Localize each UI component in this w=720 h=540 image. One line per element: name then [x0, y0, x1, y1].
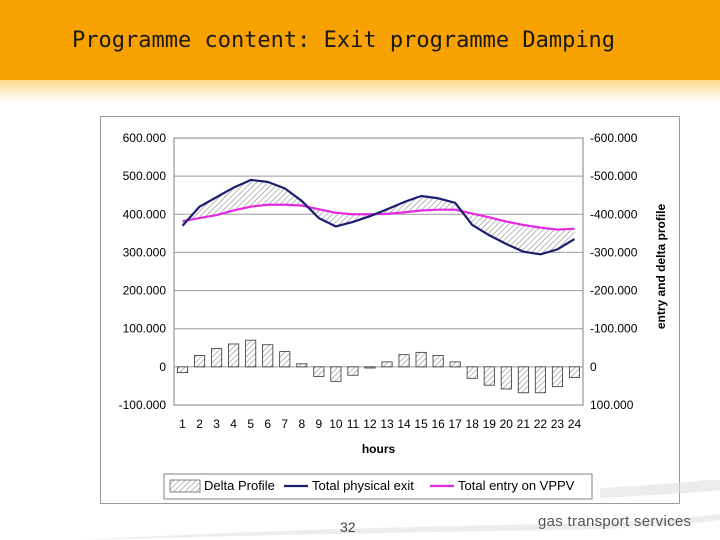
x-tick-label: 22 [534, 417, 548, 431]
y-tick-label: 400.000 [123, 207, 167, 221]
delta-bar [330, 366, 342, 382]
x-tick-label: 10 [329, 417, 343, 431]
y-tick-label: -100.000 [119, 398, 167, 412]
y-tick-label: 300.000 [123, 245, 167, 259]
x-tick-label: 2 [196, 417, 203, 431]
entry-vppv-line [182, 203, 575, 231]
x-tick-label: 7 [281, 417, 288, 431]
x-tick-label: 1 [179, 417, 186, 431]
y2-tick-label: -400.000 [590, 207, 638, 221]
legend-box [163, 473, 593, 500]
footer-swoosh [80, 480, 720, 540]
y-tick-label: 500.000 [123, 169, 167, 183]
delta-bar [398, 354, 410, 368]
x-tick-label: 16 [431, 417, 445, 431]
plot-area-border [173, 137, 584, 406]
delta-bar [313, 366, 325, 377]
x-tick-label: 9 [316, 417, 323, 431]
x-tick-label: 18 [466, 417, 480, 431]
slide-title: Programme content: Exit programme Dampin… [72, 28, 616, 53]
x-tick-label: 5 [247, 417, 254, 431]
x-tick-label: 3 [213, 417, 220, 431]
delta-bar [551, 366, 563, 388]
x-tick-label: 19 [483, 417, 497, 431]
delta-bar [177, 366, 189, 373]
chart-frame: 600.000 500.000 400.000 300.000 200.000 100.0… [100, 116, 680, 504]
delta-bar [245, 339, 257, 368]
legend-label-exit: Total physical exit [312, 478, 414, 493]
y2-tick-label: 0 [590, 360, 597, 374]
y-axis-title: exit [101, 261, 104, 282]
delta-bar [347, 366, 359, 376]
exit-damping-chart: 600.000 500.000 400.000 300.000 200.000 100.0… [101, 131, 668, 500]
delta-bar [449, 361, 461, 368]
delta-bar [296, 363, 308, 368]
delta-bar [415, 351, 427, 368]
y-tick-label: 0 [159, 360, 166, 374]
physical-exit-line [181, 178, 576, 256]
y2-tick-label: -100.000 [590, 322, 638, 336]
delta-bar [364, 366, 376, 369]
x-tick-label: 15 [414, 417, 428, 431]
x-tick-label: 14 [397, 417, 411, 431]
delta-bar [500, 366, 512, 390]
delta-bar [432, 355, 444, 368]
legend-swatch-delta [169, 479, 201, 493]
legend-label-delta: Delta Profile [204, 478, 275, 493]
x-tick-label: 20 [500, 417, 514, 431]
x-axis-title: hours [362, 442, 396, 456]
x-tick-label: 13 [380, 417, 394, 431]
delta-bar [534, 366, 546, 394]
x-tick-label: 4 [230, 417, 237, 431]
x-tick-label: 17 [449, 417, 463, 431]
y2-axis-title: entry and delta profile [654, 203, 668, 329]
x-tick-label: 23 [551, 417, 565, 431]
delta-bar [381, 361, 393, 368]
y2-tick-label: -200.000 [590, 284, 638, 298]
x-tick-label: 12 [363, 417, 377, 431]
x-tick-label: 6 [264, 417, 271, 431]
y2-tick-label: -500.000 [590, 169, 638, 183]
delta-bar [228, 343, 240, 368]
delta-bar [211, 348, 223, 368]
delta-bar [483, 366, 495, 386]
delta-bar [568, 366, 580, 378]
y-tick-label: 200.000 [123, 284, 167, 298]
delta-bar [466, 366, 478, 379]
slide-header-fade [0, 80, 720, 102]
x-tick-label: 11 [347, 417, 360, 431]
delta-bar [517, 366, 529, 394]
x-tick-label: 24 [568, 417, 582, 431]
delta-bar [194, 355, 206, 368]
y2-tick-label: -600.000 [590, 131, 638, 145]
page-number: 32 [340, 519, 356, 535]
legend-label-entry: Total entry on VPPV [458, 478, 575, 493]
y2-tick-label: 100.000 [590, 398, 634, 412]
delta-bar [262, 344, 274, 368]
y-tick-label: 100.000 [123, 322, 167, 336]
y-tick-label: 600.000 [123, 131, 167, 145]
brand-wordmark: gas transport services [538, 513, 692, 530]
delta-band-area [182, 179, 575, 255]
y2-tick-label: -300.000 [590, 245, 638, 259]
delta-bar [279, 351, 291, 368]
slide-header-bar [0, 0, 720, 80]
x-tick-label: 21 [517, 417, 531, 431]
x-tick-label: 8 [298, 417, 305, 431]
